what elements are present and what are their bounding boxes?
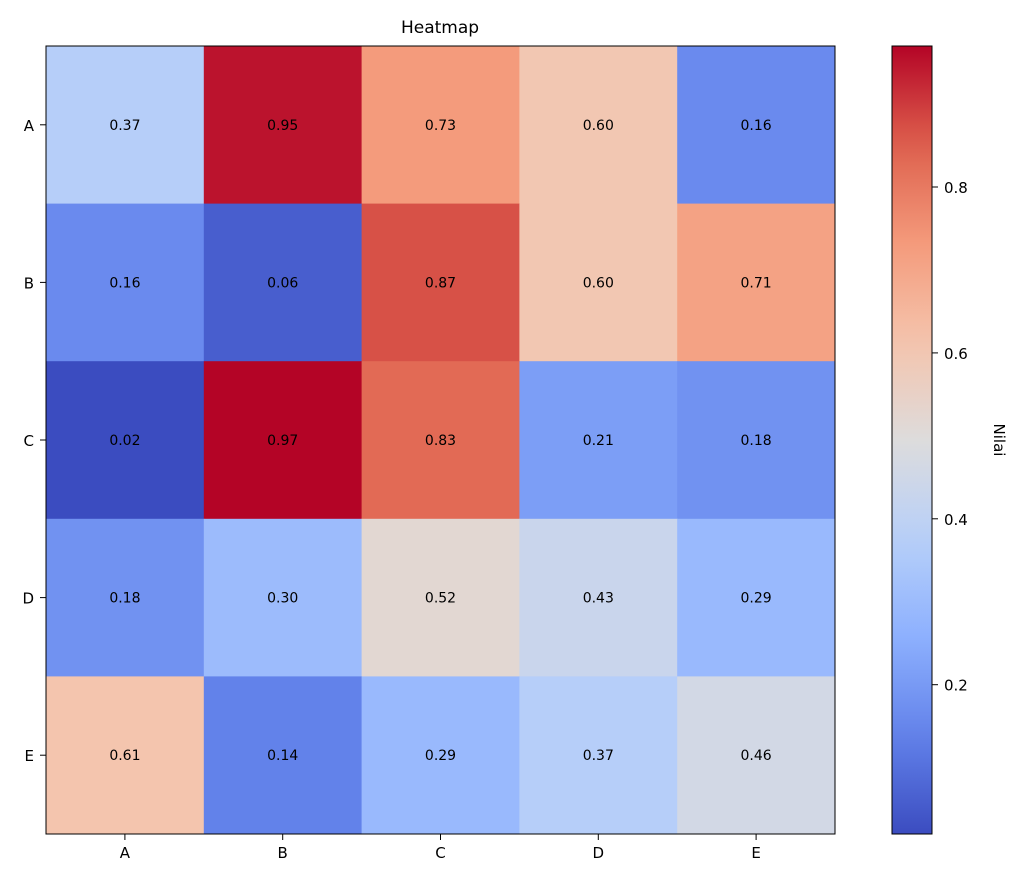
cell-value-label: 0.14 <box>267 748 298 764</box>
x-tick-label: B <box>278 844 288 862</box>
heatmap-cell <box>361 46 520 205</box>
cell-value-label: 0.18 <box>109 591 140 607</box>
cell-value-label: 0.30 <box>267 591 298 607</box>
cell-value-label: 0.37 <box>583 748 614 764</box>
cell-value-label: 0.37 <box>109 118 140 134</box>
cell-value-label: 0.16 <box>109 275 140 291</box>
heatmap-cell <box>677 361 836 520</box>
cell-value-label: 0.46 <box>741 748 772 764</box>
heatmap-cell <box>203 361 363 520</box>
heatmap-cell <box>677 676 836 835</box>
colorbar-tick-label: 0.6 <box>944 345 968 363</box>
heatmap-cell <box>203 203 363 362</box>
cell-value-label: 0.71 <box>741 275 772 291</box>
cell-value-label: 0.29 <box>425 748 456 764</box>
heatmap-cell <box>519 518 678 677</box>
cell-value-label: 0.43 <box>583 591 614 607</box>
heatmap-cell <box>519 676 678 835</box>
y-tick-label: B <box>24 274 34 292</box>
cell-value-label: 0.83 <box>425 433 456 449</box>
x-tick-label: D <box>593 844 605 862</box>
heatmap-cell <box>519 46 678 205</box>
heatmap-cell <box>46 203 205 362</box>
cell-value-label: 0.60 <box>583 275 614 291</box>
colorbar-label: Nilai <box>990 424 1008 457</box>
cell-value-label: 0.29 <box>741 591 772 607</box>
heatmap-cell <box>519 361 678 520</box>
colorbar-tick-label: 0.4 <box>944 511 968 529</box>
heatmap-cell <box>203 46 363 205</box>
cell-value-label: 0.21 <box>583 433 614 449</box>
heatmap-cell <box>46 361 205 520</box>
colorbar-tick-label: 0.8 <box>944 179 968 197</box>
chart-title: Heatmap <box>401 18 479 38</box>
cell-value-label: 0.06 <box>267 275 298 291</box>
cell-value-label: 0.97 <box>267 433 298 449</box>
y-tick-label: A <box>24 117 35 135</box>
cell-value-label: 0.02 <box>109 433 140 449</box>
heatmap-cell <box>361 676 520 835</box>
cell-value-label: 0.95 <box>267 118 298 134</box>
heatmap-cell <box>46 46 205 205</box>
colorbar <box>891 45 933 835</box>
heatmap-cell <box>203 676 363 835</box>
cell-value-label: 0.52 <box>425 591 456 607</box>
heatmap-cell <box>677 518 836 677</box>
heatmap-cell <box>46 518 205 677</box>
heatmap-cell <box>361 361 520 520</box>
cell-value-label: 0.16 <box>741 118 772 134</box>
y-tick-label: E <box>25 747 34 765</box>
colorbar-tick-label: 0.2 <box>944 677 968 695</box>
x-tick-label: A <box>120 844 131 862</box>
heatmap-cell <box>519 203 678 362</box>
y-tick-label: D <box>22 590 34 608</box>
cell-value-label: 0.61 <box>109 748 140 764</box>
x-tick-label: E <box>751 844 760 862</box>
cell-value-label: 0.73 <box>425 118 456 134</box>
y-tick-label: C <box>24 432 34 450</box>
heatmap-cell <box>361 203 520 362</box>
cell-value-label: 0.18 <box>741 433 772 449</box>
heatmap-cell <box>203 518 363 677</box>
x-tick-label: C <box>435 844 445 862</box>
heatmap-cell <box>677 46 836 205</box>
heatmap-cell <box>677 203 836 362</box>
cell-value-label: 0.87 <box>425 275 456 291</box>
cell-value-label: 0.60 <box>583 118 614 134</box>
heatmap-cell <box>46 676 205 835</box>
heatmap-cell <box>361 518 520 677</box>
